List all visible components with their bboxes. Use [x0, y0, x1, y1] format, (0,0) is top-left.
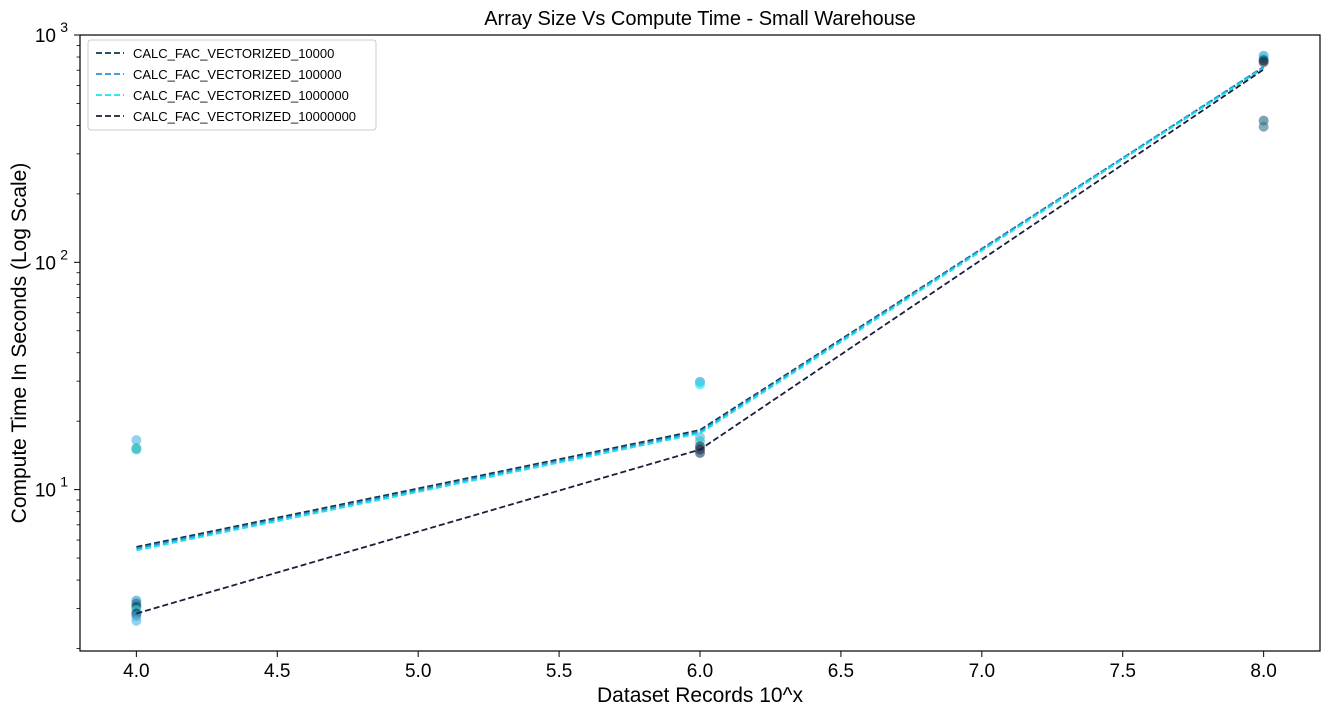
y-tick-label: 10	[35, 481, 56, 502]
x-tick-label: 7.5	[1110, 661, 1136, 682]
legend-label: CALC_FAC_VECTORIZED_10000000	[133, 109, 356, 124]
scatter-point	[131, 444, 142, 455]
x-tick-label: 6.5	[828, 661, 854, 682]
y-tick-label: 10	[35, 253, 56, 274]
y-tick-label: 10	[35, 26, 56, 47]
x-tick-label: 4.5	[264, 661, 290, 682]
scatter-point	[131, 615, 142, 626]
series-lines	[136, 65, 1265, 615]
legend-box	[87, 39, 377, 131]
y-tick-exponent: 2	[60, 246, 68, 262]
x-axis-ticks: 4.0 4.5 5.0 5.5 6.0 6.5 7.0 7.5 8.0	[123, 651, 1277, 682]
series-line	[136, 65, 1265, 550]
y-tick-exponent: 3	[60, 19, 68, 35]
x-tick-label: 5.0	[405, 661, 431, 682]
scatter-point	[1258, 121, 1269, 132]
x-tick-label: 7.0	[969, 661, 995, 682]
legend-label: CALC_FAC_VECTORIZED_1000000	[133, 88, 349, 103]
scatter-point	[695, 447, 705, 458]
plot-area	[79, 34, 1321, 652]
series-line	[136, 66, 1265, 548]
scatter-point	[695, 379, 705, 390]
chart-title: Array Size Vs Compute Time - Small Wareh…	[484, 8, 916, 30]
legend: CALC_FAC_VECTORIZED_10000 CALC_FAC_VECTOR…	[87, 39, 377, 131]
x-tick-label: 4.0	[123, 661, 149, 682]
scatter-point	[131, 435, 142, 446]
legend-label: CALC_FAC_VECTORIZED_100000	[133, 67, 342, 82]
y-tick-exponent: 1	[60, 474, 68, 490]
x-tick-label: 6.0	[687, 661, 713, 682]
x-tick-label: 8.0	[1250, 661, 1276, 682]
scatter-point	[1258, 57, 1269, 68]
legend-label: CALC_FAC_VECTORIZED_10000	[133, 46, 334, 61]
x-tick-label: 5.5	[546, 661, 572, 682]
series-line	[136, 67, 1265, 552]
y-axis-label: Compute Time In Seconds (Log Scale)	[8, 163, 31, 524]
x-axis-label: Dataset Records 10^x	[597, 684, 803, 707]
scatter-points	[131, 50, 1269, 626]
series-line	[136, 68, 1265, 615]
